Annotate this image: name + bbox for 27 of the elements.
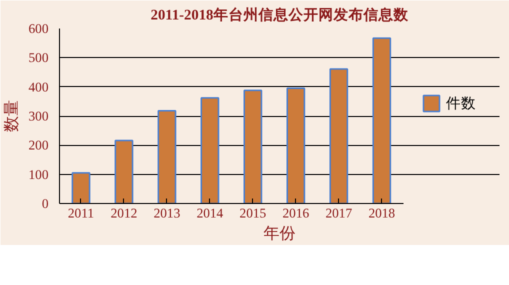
- bar: [200, 97, 220, 204]
- chart-title: 2011-2018年台州信息公开网发布信息数: [150, 6, 410, 24]
- y-tick-label: 600: [28, 21, 49, 36]
- legend-label: 件数: [446, 94, 476, 112]
- bar: [158, 110, 176, 204]
- x-tick-label: 2012: [110, 206, 138, 220]
- x-tick-label: 2011: [68, 206, 94, 220]
- x-tick-label: 2017: [325, 206, 352, 220]
- bar: [244, 90, 262, 204]
- bar: [114, 140, 134, 204]
- bar: [72, 172, 90, 204]
- y-axis-title: 数量: [4, 100, 21, 132]
- x-tick-label: 2014: [196, 206, 224, 220]
- y-tick-label: 400: [28, 79, 49, 94]
- x-axis-title: 年份: [264, 226, 296, 242]
- bar: [329, 68, 348, 204]
- x-tick-label: 2016: [282, 206, 310, 220]
- bar: [286, 88, 306, 204]
- bar: [372, 37, 392, 204]
- y-tick-label: 300: [28, 108, 49, 124]
- x-tick-label: 2015: [240, 206, 267, 220]
- x-tick-label: 2013: [154, 206, 181, 220]
- y-tick-label: 100: [28, 166, 49, 182]
- y-tick-label: 200: [28, 138, 49, 153]
- y-tick-label: 0: [42, 196, 49, 211]
- x-tick-label: 2018: [368, 206, 396, 220]
- y-tick-label: 500: [28, 50, 49, 66]
